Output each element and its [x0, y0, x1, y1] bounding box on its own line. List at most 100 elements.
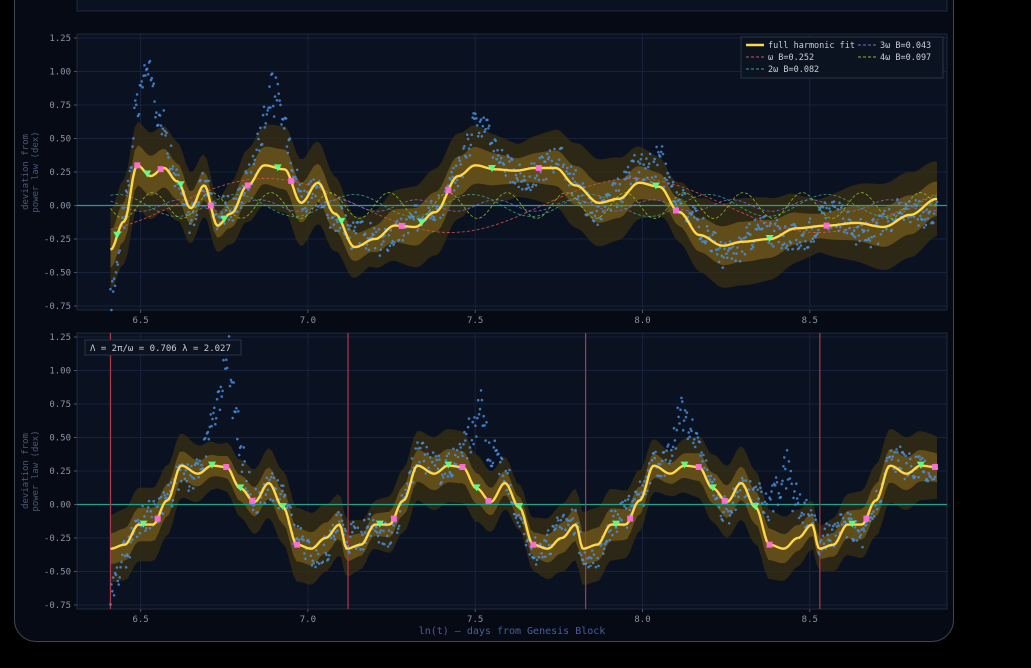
residual-point [189, 222, 192, 225]
residual-point [608, 193, 611, 197]
residual-point [887, 207, 891, 211]
residual-point [791, 509, 794, 513]
residual-point [932, 221, 935, 225]
residual-point [718, 246, 722, 249]
residual-point [474, 424, 477, 428]
residual-point [761, 227, 764, 230]
residual-point [552, 525, 555, 528]
residual-point [782, 234, 785, 238]
residual-point [842, 230, 846, 234]
residual-point [556, 516, 559, 519]
residual-point [667, 443, 670, 446]
residual-point [745, 226, 748, 229]
residual-point [500, 457, 504, 461]
x-tick-label: 7.0 [300, 316, 316, 326]
residual-point [933, 475, 937, 479]
residual-point [408, 470, 412, 473]
residual-point [222, 358, 225, 362]
harmonic-1omega-line [110, 178, 938, 233]
residual-point [341, 523, 345, 527]
inflection-marker [863, 515, 870, 522]
residual-point [852, 538, 856, 542]
residual-point [314, 565, 317, 569]
residual-point [153, 100, 156, 103]
residual-points [109, 335, 939, 606]
residual-point [235, 197, 238, 200]
residual-point [595, 209, 599, 213]
residual-point [799, 514, 803, 518]
residual-point [364, 247, 368, 250]
residual-point [113, 284, 117, 288]
residual-point [605, 194, 609, 198]
residual-point [475, 435, 478, 438]
residual-point [545, 152, 549, 156]
turning-point-marker [113, 231, 122, 239]
residual-point [785, 244, 789, 247]
residual-point [533, 556, 536, 559]
residual-point [528, 553, 531, 556]
residual-point [124, 566, 128, 569]
residual-point [522, 532, 526, 536]
turning-point-marker [472, 484, 481, 492]
residual-point [504, 469, 508, 473]
residual-point [473, 416, 476, 419]
residual-point [214, 416, 218, 420]
residual-point [674, 447, 678, 450]
residual-point [165, 131, 168, 134]
residual-point [256, 511, 259, 514]
residual-point [495, 157, 498, 161]
residual-point [761, 216, 765, 219]
residual-point [311, 559, 315, 563]
residual-point [360, 530, 363, 534]
residual-point [594, 565, 598, 569]
residual-point [618, 517, 622, 520]
residual-point [425, 445, 429, 449]
residual-point [621, 200, 624, 204]
residual-point [127, 184, 131, 187]
panel-bottom: 1.25 1.00 0.75 0.50 0.25 0.00 -0.25 -0.50 -0.75 6… [21, 332, 948, 625]
residual-point [269, 498, 272, 501]
residual-point [163, 129, 166, 133]
residual-point [754, 485, 758, 489]
turning-point-marker [487, 165, 496, 173]
residual-point [294, 175, 297, 179]
residual-point [601, 210, 605, 213]
residual-point [340, 519, 344, 523]
residual-point [369, 534, 372, 537]
residual-point [375, 531, 379, 534]
residual-point [624, 499, 627, 502]
residual-point [335, 513, 338, 517]
residual-point [122, 206, 125, 210]
residual-point [206, 430, 210, 434]
residual-point [111, 279, 114, 283]
turning-point-marker [337, 217, 346, 225]
residual-point [454, 164, 458, 168]
residual-point [515, 176, 519, 180]
residual-point [665, 449, 668, 453]
residual-point [691, 211, 694, 214]
residual-point [828, 207, 831, 210]
residual-point [192, 223, 196, 227]
residual-point [121, 216, 124, 219]
legend-entry-3omega: 3ω B=0.043 [880, 41, 931, 51]
residual-point [312, 178, 315, 181]
residual-point [454, 463, 458, 466]
residual-point [650, 459, 654, 462]
residual-point [336, 220, 339, 224]
residual-point [668, 461, 671, 465]
legend-box [740, 36, 944, 79]
residual-point [173, 184, 177, 188]
residual-point [284, 117, 288, 120]
residual-point [116, 263, 120, 266]
residual-point [559, 518, 563, 522]
residual-point [485, 421, 488, 424]
residual-point [259, 126, 262, 130]
residual-point [873, 234, 876, 238]
residual-point [727, 249, 730, 252]
residual-point [316, 205, 320, 208]
residual-point [190, 464, 193, 468]
residual-point [582, 186, 586, 189]
residual-point [300, 195, 304, 198]
residual-point [361, 533, 364, 536]
